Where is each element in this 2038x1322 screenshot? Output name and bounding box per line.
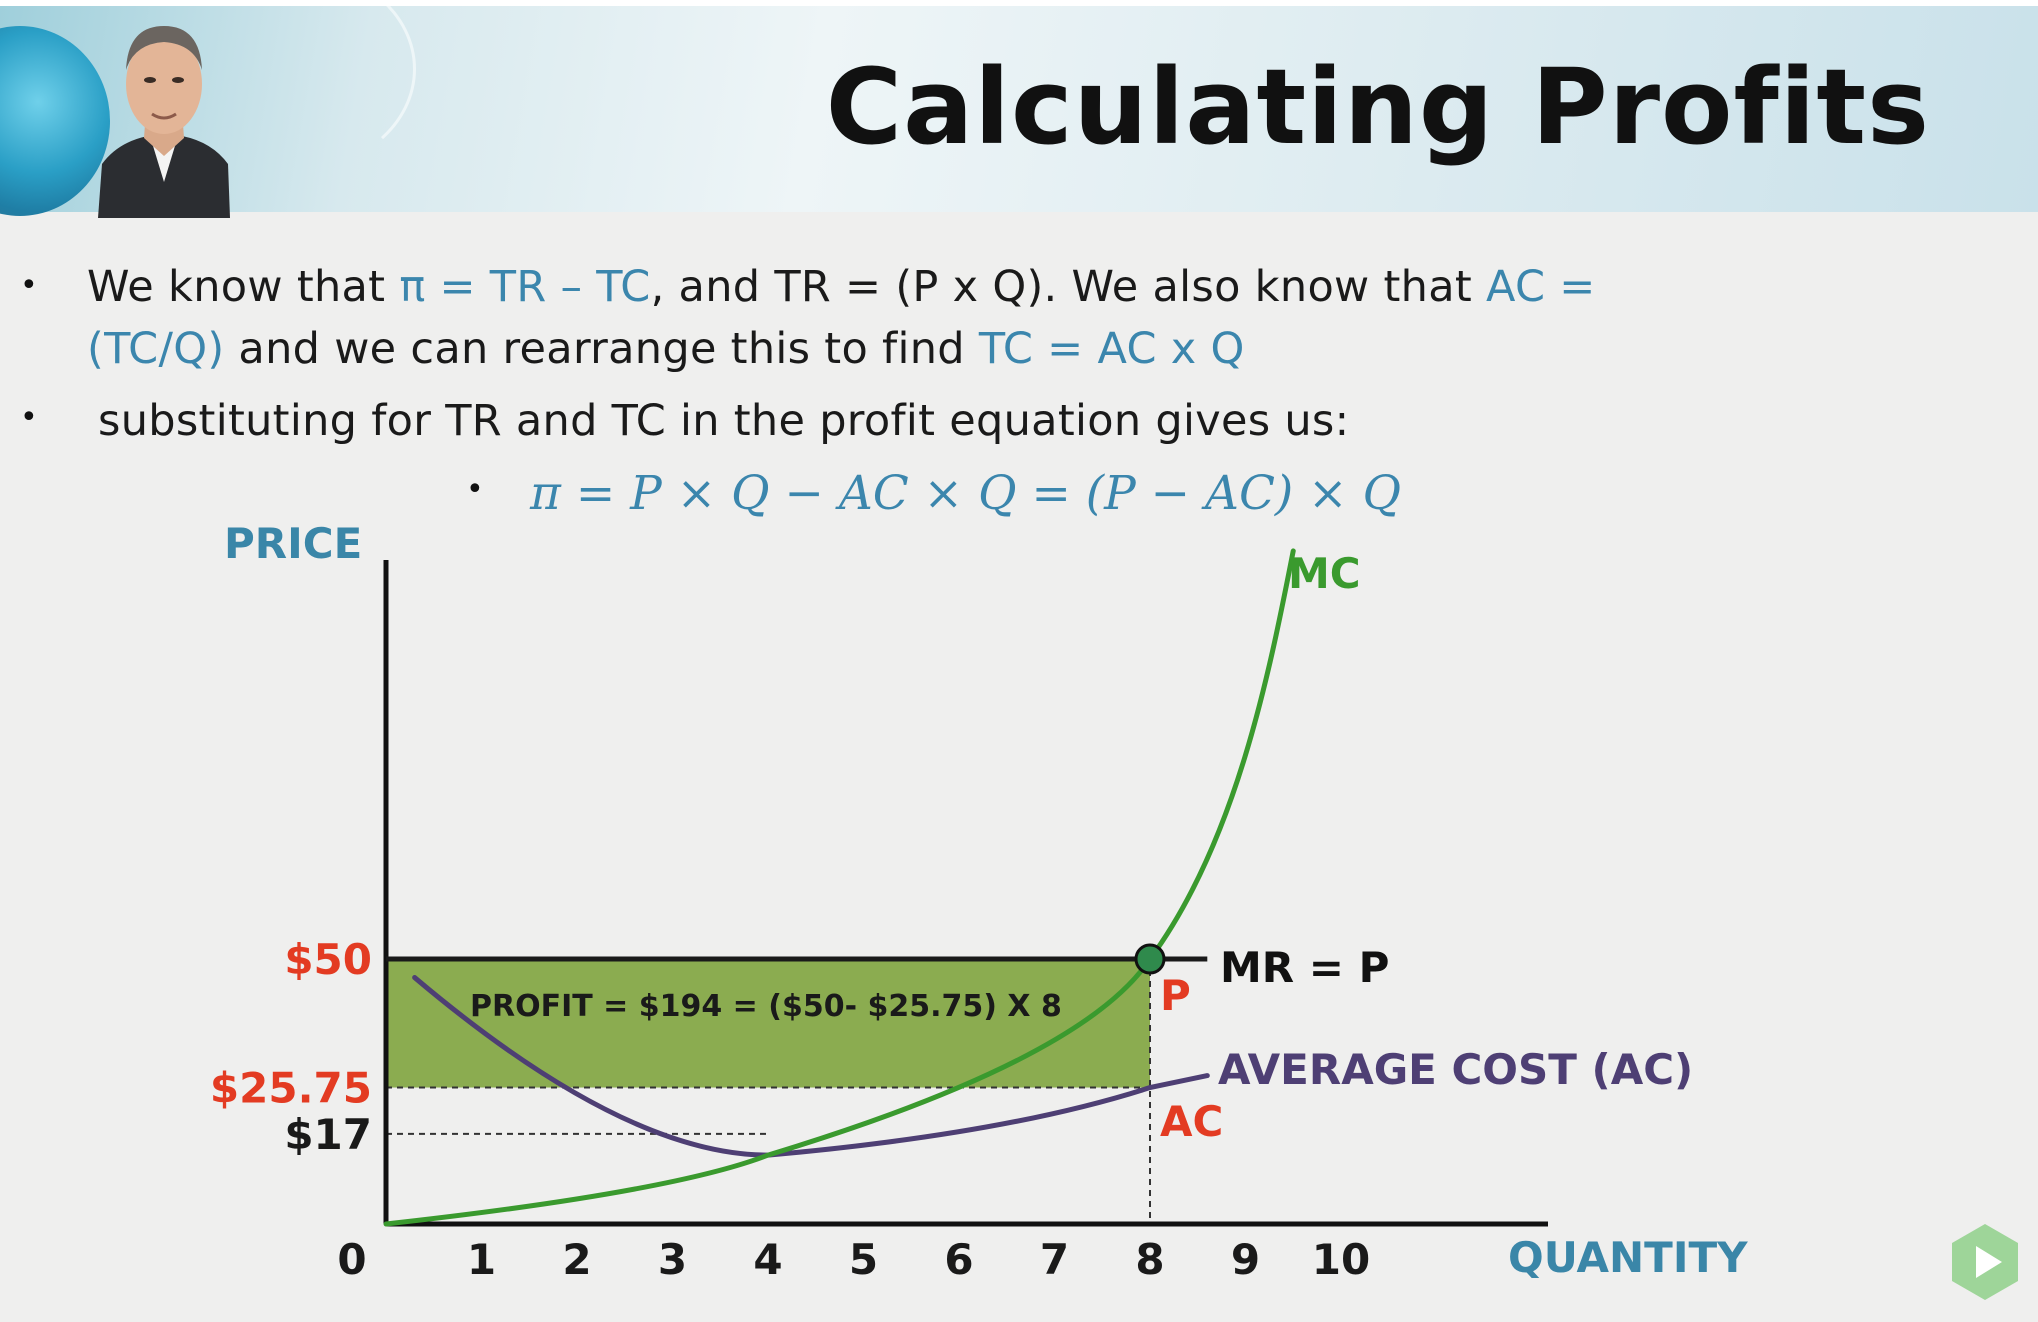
x-tick-label: 3: [658, 1235, 687, 1284]
x-tick-label: 2: [562, 1235, 591, 1284]
y-tick-label: $25.75: [210, 1064, 372, 1113]
y-tick-label: $50: [284, 935, 372, 984]
x-tick-label: 8: [1135, 1235, 1164, 1284]
bullet-text: We know that: [87, 262, 400, 312]
bullet-1-line-1: We know that π = TR – TC, and TR = (P x …: [87, 262, 1596, 312]
x-tick-label: 4: [753, 1235, 782, 1284]
mc-label: MC: [1288, 549, 1361, 598]
presenter-photo: [98, 26, 230, 218]
x-tick-label: 10: [1312, 1235, 1370, 1284]
profit-formula: π = P × Q − AC × Q = (P − AC) × Q: [530, 466, 1402, 521]
y-axis-label: PRICE: [224, 519, 362, 568]
slide-title: Calculating Profits: [825, 46, 1930, 168]
bullet-text: substituting for TR and TC in the profit…: [98, 396, 1350, 446]
bullet-text: , and TR = (P x Q). We also know that: [650, 262, 1486, 312]
x-tick-label: 0: [337, 1235, 366, 1284]
ac-series-label: AVERAGE COST (AC): [1218, 1045, 1693, 1094]
mr-label: MR = P: [1220, 943, 1389, 992]
highlighted-text: TC = AC x Q: [978, 324, 1245, 374]
bullet-1-line-2: (TC/Q) and we can rearrange this to find…: [87, 324, 1245, 374]
equilibrium-point: [1134, 943, 1166, 975]
profit-label: PROFIT = $194 = ($50- $25.75) X 8: [470, 989, 1062, 1024]
ac-point-label: AC: [1160, 1097, 1223, 1146]
price-point-label: P: [1160, 971, 1191, 1020]
x-tick-label: 5: [849, 1235, 878, 1284]
x-axis-label: QUANTITY: [1508, 1233, 1748, 1282]
bullet-2-line-1: substituting for TR and TC in the profit…: [98, 396, 1349, 446]
highlighted-text: AC =: [1485, 262, 1596, 312]
bullet-text: and we can rearrange this to find: [224, 324, 979, 374]
y-tick-label: $17: [284, 1110, 372, 1159]
bullet-dot: •: [20, 400, 38, 435]
x-tick-label: 7: [1040, 1235, 1069, 1284]
x-tick-label: 6: [944, 1235, 973, 1284]
sub-bullet-dot: •: [466, 472, 484, 507]
slide-header: Calculating Profits: [0, 0, 2038, 218]
highlighted-text: (TC/Q): [87, 324, 225, 374]
x-tick-label: 9: [1231, 1235, 1260, 1284]
highlighted-text: π = TR – TC: [399, 262, 651, 312]
play-icon[interactable]: [1950, 1222, 2020, 1302]
x-tick-label: 1: [467, 1235, 496, 1284]
bullet-dot: •: [20, 268, 38, 303]
profit-rectangle: [386, 959, 1150, 1088]
mc-curve: [383, 548, 1296, 1227]
